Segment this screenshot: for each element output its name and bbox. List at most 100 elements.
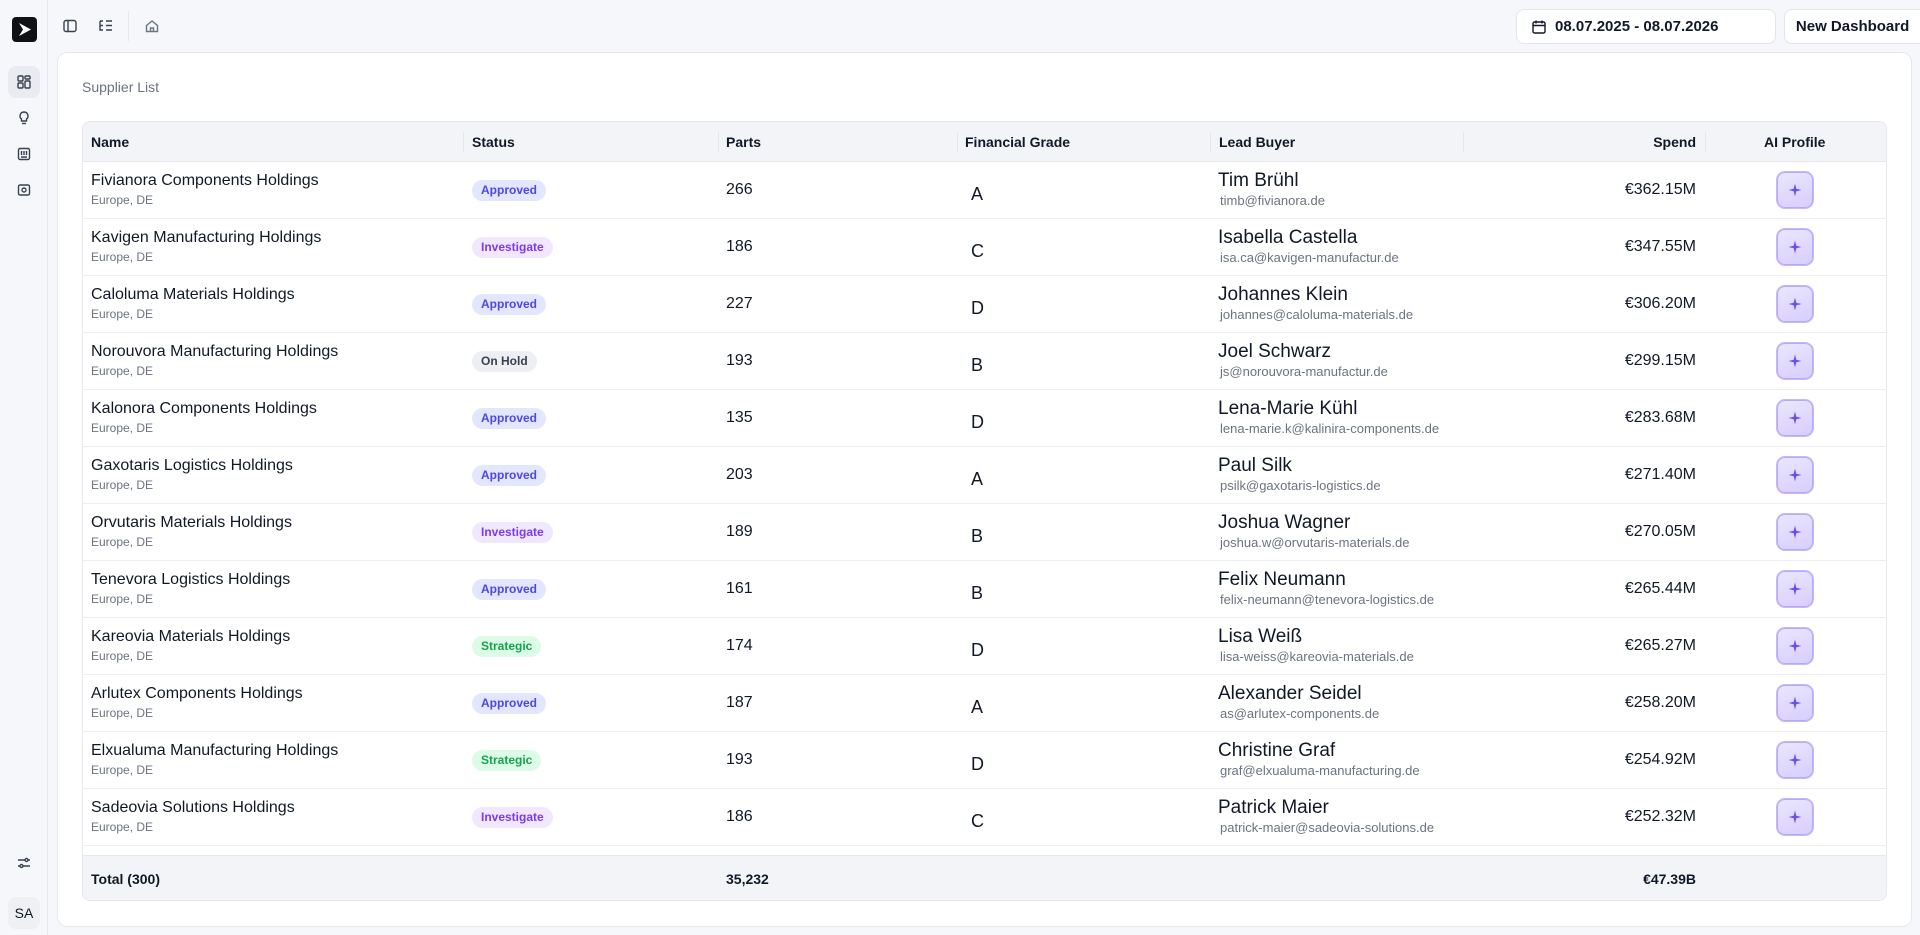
table-row[interactable]: Orvutaris Materials Holdings Europe, DE …	[83, 504, 1886, 561]
lead-buyer-email[interactable]: joshua.w@orvutaris-materials.de	[1220, 535, 1410, 550]
calendar-icon	[1532, 20, 1546, 34]
supplier-name[interactable]: Fivianora Components Holdings	[91, 172, 319, 189]
column-header-spend[interactable]: Spend	[1653, 134, 1696, 150]
spend-value: €306.20M	[1624, 295, 1696, 312]
lead-buyer-name: Joshua Wagner	[1218, 512, 1351, 533]
lead-buyer-name: Christine Graf	[1218, 740, 1336, 761]
home-icon[interactable]	[136, 10, 168, 42]
lead-buyer-name: Lisa Weiß	[1218, 626, 1303, 647]
avatar[interactable]: SA	[8, 897, 40, 929]
lightbulb-icon[interactable]	[8, 102, 40, 134]
supplier-name[interactable]: Kalonora Components Holdings	[91, 400, 317, 417]
lead-buyer-email[interactable]: lena-marie.k@kalinira-components.de	[1220, 421, 1440, 436]
table-row[interactable]: Elxualuma Manufacturing Holdings Europe,…	[83, 732, 1886, 789]
column-divider	[1210, 132, 1211, 152]
parts-count: 193	[726, 751, 753, 768]
supplier-name[interactable]: Arlutex Components Holdings	[91, 685, 303, 702]
financial-grade: C	[971, 241, 984, 261]
sparkle-icon	[1788, 753, 1802, 767]
ai-profile-button[interactable]	[1777, 286, 1813, 322]
ai-profile-button[interactable]	[1777, 628, 1813, 664]
sparkle-icon	[1788, 582, 1802, 596]
spend-value: €258.20M	[1624, 694, 1696, 711]
table-row[interactable]: Kareovia Materials Holdings Europe, DE S…	[83, 618, 1886, 675]
left-rail: SA	[0, 0, 48, 935]
sparkle-icon	[1788, 354, 1802, 368]
financial-grade: D	[971, 412, 984, 432]
column-header-financial-grade[interactable]: Financial Grade	[965, 134, 1071, 150]
column-header-lead-buyer[interactable]: Lead Buyer	[1219, 134, 1296, 150]
sparkle-icon	[1788, 411, 1802, 425]
layout-grid-icon[interactable]	[8, 66, 40, 98]
new-dashboard-button[interactable]: New Dashboard	[1785, 10, 1920, 43]
ai-profile-button[interactable]	[1777, 172, 1813, 208]
table-row[interactable]: Tenevora Logistics Holdings Europe, DE A…	[83, 561, 1886, 618]
supplier-name[interactable]: Gaxotaris Logistics Holdings	[91, 457, 293, 474]
app-logo-icon[interactable]	[12, 17, 37, 42]
lead-buyer-email[interactable]: felix-neumann@tenevora-logistics.de	[1220, 592, 1435, 607]
spend-value: €265.27M	[1624, 637, 1696, 654]
table-row[interactable]: Fivianora Components Holdings Europe, DE…	[83, 162, 1886, 219]
supplier-region: Europe, DE	[91, 250, 154, 264]
table-row[interactable]: Norouvora Manufacturing Holdings Europe,…	[83, 333, 1886, 390]
table-row[interactable]: Caloluma Materials Holdings Europe, DE A…	[83, 276, 1886, 333]
table-row[interactable]: Kalonora Components Holdings Europe, DE …	[83, 390, 1886, 447]
table-row[interactable]: Sadeovia Solutions Holdings Europe, DE I…	[83, 789, 1886, 846]
supplier-name[interactable]: Orvutaris Materials Holdings	[91, 514, 292, 531]
column-header-ai-profile[interactable]: AI Profile	[1764, 134, 1826, 150]
lead-buyer-name: Isabella Castella	[1218, 227, 1358, 248]
supplier-name[interactable]: Kavigen Manufacturing Holdings	[91, 229, 322, 246]
supplier-region: Europe, DE	[91, 535, 154, 549]
supplier-region: Europe, DE	[91, 193, 154, 207]
scan-icon[interactable]	[8, 174, 40, 206]
column-header-name[interactable]: Name	[91, 134, 130, 150]
ai-profile-button[interactable]	[1777, 685, 1813, 721]
column-header-parts[interactable]: Parts	[726, 134, 762, 150]
spend-value: €252.32M	[1624, 808, 1696, 825]
spend-value: €271.40M	[1624, 466, 1696, 483]
date-range-label: 08.07.2025 - 08.07.2026	[1555, 18, 1719, 35]
supplier-name[interactable]: Tenevora Logistics Holdings	[91, 571, 291, 588]
status-badge: Strategic	[472, 636, 542, 657]
supplier-name[interactable]: Norouvora Manufacturing Holdings	[91, 343, 339, 360]
ai-profile-button[interactable]	[1777, 343, 1813, 379]
ai-profile-button[interactable]	[1777, 742, 1813, 778]
parts-count: 186	[726, 238, 753, 255]
lead-buyer-email[interactable]: timb@fivianora.de	[1220, 193, 1325, 208]
supplier-region: Europe, DE	[91, 478, 154, 492]
table-row[interactable]: Gaxotaris Logistics Holdings Europe, DE …	[83, 447, 1886, 504]
lead-buyer-email[interactable]: isa.ca@kavigen-manufactur.de	[1220, 250, 1399, 265]
ai-profile-button[interactable]	[1777, 799, 1813, 835]
panel-icon[interactable]	[8, 138, 40, 170]
spend-value: €265.44M	[1624, 580, 1696, 597]
ai-profile-button[interactable]	[1777, 229, 1813, 265]
lead-buyer-email[interactable]: as@arlutex-components.de	[1220, 706, 1380, 721]
supplier-name[interactable]: Sadeovia Solutions Holdings	[91, 799, 295, 816]
sliders-icon[interactable]	[8, 847, 40, 879]
lead-buyer-email[interactable]: johannes@caloluma-materials.de	[1220, 307, 1414, 322]
lead-buyer-email[interactable]: psilk@gaxotaris-logistics.de	[1220, 478, 1381, 493]
ai-profile-button[interactable]	[1777, 571, 1813, 607]
lead-buyer-email[interactable]: lisa-weiss@kareovia-materials.de	[1220, 649, 1414, 664]
date-range-button[interactable]: 08.07.2025 - 08.07.2026	[1516, 9, 1776, 44]
lead-buyer-email[interactable]: js@norouvora-manufactur.de	[1220, 364, 1388, 379]
ai-profile-button[interactable]	[1777, 457, 1813, 493]
lead-buyer-email[interactable]: graf@elxualuma-manufacturing.de	[1220, 763, 1420, 778]
parts-count: 187	[726, 694, 753, 711]
supplier-name[interactable]: Kareovia Materials Holdings	[91, 628, 291, 645]
parts-count: 266	[726, 181, 753, 198]
column-divider	[957, 132, 958, 152]
sidebar-toggle-icon[interactable]	[54, 10, 86, 42]
table-row[interactable]: Arlutex Components Holdings Europe, DE A…	[83, 675, 1886, 732]
table-row[interactable]: Kavigen Manufacturing Holdings Europe, D…	[83, 219, 1886, 276]
panel-title: Supplier List	[82, 79, 160, 95]
ai-profile-button[interactable]	[1777, 400, 1813, 436]
supplier-name[interactable]: Caloluma Materials Holdings	[91, 286, 295, 303]
ai-profile-button[interactable]	[1777, 514, 1813, 550]
lead-buyer-email[interactable]: patrick-maier@sadeovia-solutions.de	[1220, 820, 1435, 835]
supplier-name[interactable]: Elxualuma Manufacturing Holdings	[91, 742, 339, 759]
tree-list-icon[interactable]	[90, 10, 122, 42]
sparkle-icon	[1788, 639, 1802, 653]
column-header-status[interactable]: Status	[472, 134, 515, 150]
column-divider	[1705, 132, 1706, 152]
